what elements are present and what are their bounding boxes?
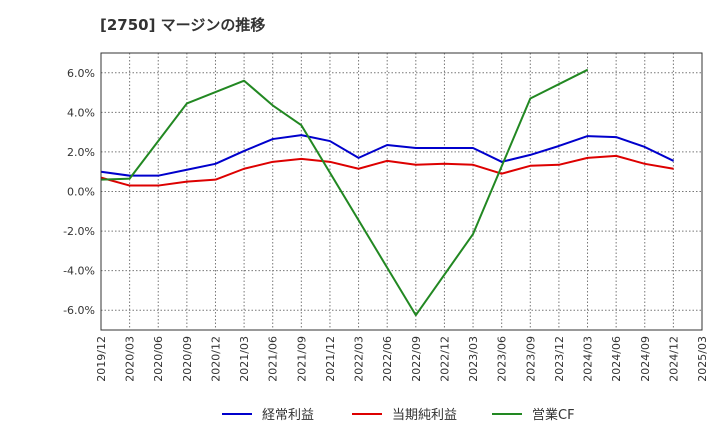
data-point-series-1 xyxy=(443,147,445,149)
y-tick-label: 2.0% xyxy=(67,146,95,159)
data-point-series-1 xyxy=(558,145,560,147)
data-point-series-2 xyxy=(587,157,589,159)
data-point-series-1 xyxy=(529,154,531,156)
x-tick-label: 2024/09 xyxy=(639,336,652,382)
data-point-series-2 xyxy=(558,164,560,166)
x-tick-label: 2020/06 xyxy=(152,336,165,382)
data-point-series-1 xyxy=(243,150,245,152)
data-point-series-1 xyxy=(186,169,188,171)
data-point-series-1 xyxy=(501,161,503,163)
x-axis-labels: 2019/12 2020/03 2020/06 2020/09 2020/12 2021/… xyxy=(95,336,709,382)
x-tick-label: 2024/06 xyxy=(610,336,623,382)
data-point-series-1 xyxy=(300,134,302,136)
data-point-series-1 xyxy=(157,175,159,177)
data-point-series-3 xyxy=(587,69,589,71)
data-point-series-2 xyxy=(615,155,617,157)
data-point-series-2 xyxy=(300,158,302,160)
y-tick-label: 4.0% xyxy=(67,106,95,119)
data-point-series-1 xyxy=(672,160,674,162)
y-tick-label: -4.0% xyxy=(63,265,95,278)
legend-label-3: 営業CF xyxy=(532,407,575,423)
y-tick-label: -6.0% xyxy=(63,304,95,317)
data-point-series-3 xyxy=(415,314,417,316)
data-point-series-3 xyxy=(186,102,188,104)
data-point-series-2 xyxy=(443,163,445,165)
x-tick-label: 2021/03 xyxy=(238,336,251,382)
data-point-series-1 xyxy=(329,140,331,142)
x-tick-label: 2021/12 xyxy=(324,336,337,382)
data-point-series-2 xyxy=(186,181,188,183)
x-tick-label: 2023/03 xyxy=(467,336,480,382)
data-point-series-3 xyxy=(243,80,245,82)
data-point-series-2 xyxy=(672,168,674,170)
x-tick-label: 2020/03 xyxy=(124,336,137,382)
data-point-series-1 xyxy=(272,138,274,140)
y-tick-label: 6.0% xyxy=(67,67,95,80)
data-point-series-1 xyxy=(386,144,388,146)
y-tick-label: -2.0% xyxy=(63,225,95,238)
data-point-series-3 xyxy=(300,124,302,126)
series-line-3 xyxy=(100,68,588,317)
data-point-series-2 xyxy=(472,164,474,166)
data-point-series-2 xyxy=(129,185,131,187)
data-point-series-1 xyxy=(129,175,131,177)
x-tick-label: 2022/03 xyxy=(353,336,366,382)
data-point-series-1 xyxy=(472,147,474,149)
data-point-series-2 xyxy=(386,160,388,162)
legend-label-1: 経常利益 xyxy=(262,408,314,423)
x-tick-label: 2023/09 xyxy=(524,336,537,382)
data-point-series-2 xyxy=(415,164,417,166)
x-tick-label: 2022/09 xyxy=(410,336,423,382)
plot-frame xyxy=(100,52,703,331)
data-point-series-2 xyxy=(329,161,331,163)
data-point-series-3 xyxy=(529,98,531,100)
data-point-series-1 xyxy=(615,136,617,138)
y-tick-label: 0.0% xyxy=(67,186,95,199)
chart-title: [2750] マージンの推移 xyxy=(100,16,266,34)
x-tick-label: 2023/06 xyxy=(496,336,509,382)
legend: 経常利益 当期純利益 営業CF xyxy=(222,407,575,423)
data-point-series-3 xyxy=(129,178,131,180)
x-tick-label: 2021/09 xyxy=(295,336,308,382)
legend-label-2: 当期純利益 xyxy=(392,408,457,423)
data-point-series-1 xyxy=(587,135,589,137)
x-tick-label: 2023/12 xyxy=(553,336,566,382)
grid-layer xyxy=(101,53,702,330)
x-tick-label: 2024/03 xyxy=(582,336,595,382)
data-point-series-1 xyxy=(358,157,360,159)
data-point-series-2 xyxy=(272,161,274,163)
data-point-series-1 xyxy=(644,146,646,148)
data-point-series-1 xyxy=(214,163,216,165)
data-point-series-2 xyxy=(157,185,159,187)
y-axis-labels: 6.0% 4.0% 2.0% 0.0% -2.0% -4.0% -6.0% xyxy=(63,67,95,317)
data-point-series-2 xyxy=(358,168,360,170)
data-point-series-2 xyxy=(644,163,646,165)
x-tick-label: 2025/03 xyxy=(696,336,709,382)
data-point-series-2 xyxy=(214,179,216,181)
data-point-series-2 xyxy=(501,173,503,175)
data-point-series-3 xyxy=(272,104,274,106)
x-tick-label: 2020/12 xyxy=(209,336,222,382)
series-layer xyxy=(100,68,674,317)
data-point-series-1 xyxy=(415,147,417,149)
x-tick-label: 2022/06 xyxy=(381,336,394,382)
data-point-series-2 xyxy=(243,168,245,170)
x-tick-label: 2024/12 xyxy=(667,336,680,382)
x-tick-label: 2022/12 xyxy=(438,336,451,382)
x-tick-label: 2020/09 xyxy=(181,336,194,382)
x-tick-label: 2019/12 xyxy=(95,336,108,382)
data-point-series-3 xyxy=(472,233,474,235)
data-point-series-2 xyxy=(529,165,531,167)
x-tick-label: 2021/06 xyxy=(267,336,280,382)
